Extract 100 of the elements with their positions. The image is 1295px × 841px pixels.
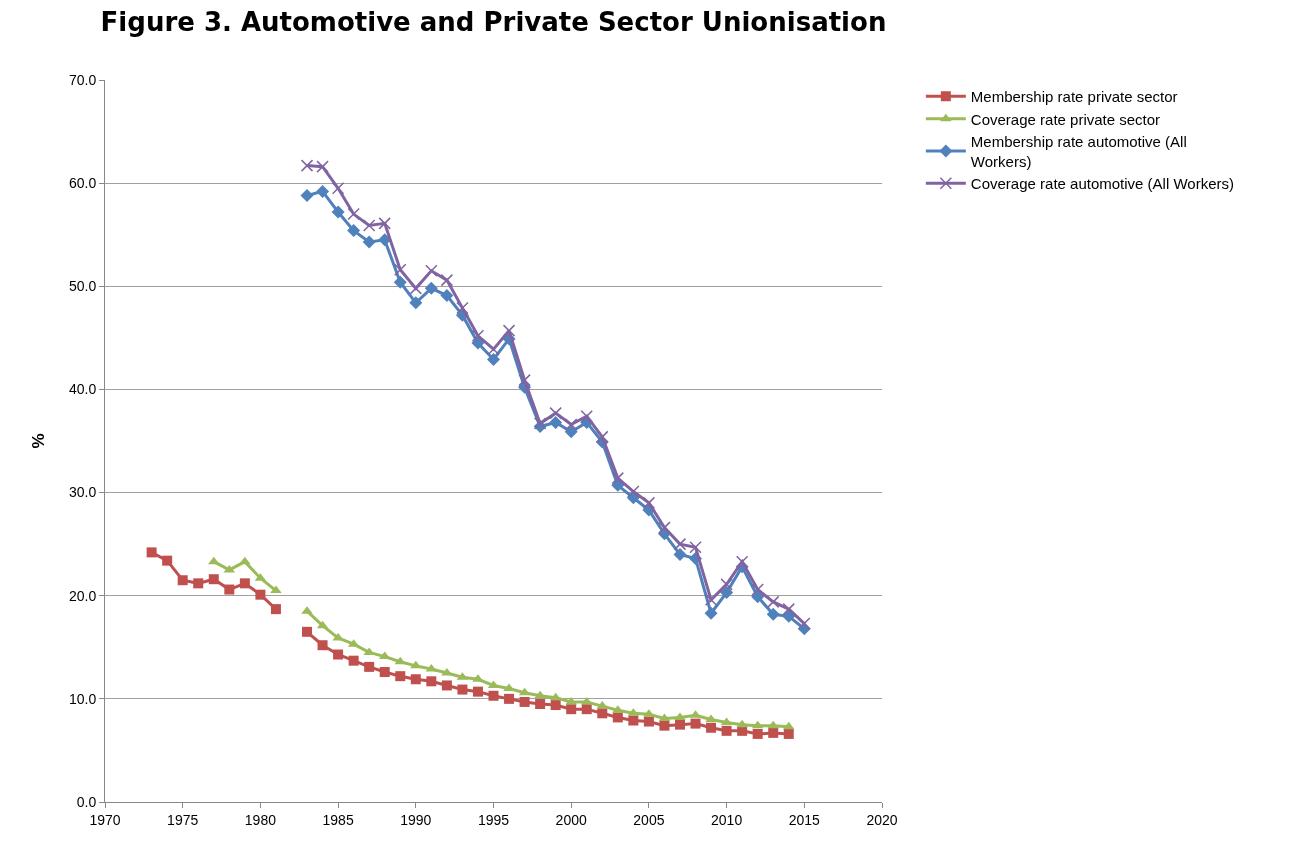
point <box>162 555 173 566</box>
point <box>487 353 500 367</box>
point <box>300 159 314 172</box>
point <box>270 585 282 594</box>
point <box>302 626 313 637</box>
x-tick-label: 1990 <box>400 811 432 828</box>
point <box>549 406 562 420</box>
point <box>580 410 593 423</box>
y-tick-label: 50.0 <box>68 278 97 295</box>
point <box>628 715 639 726</box>
x-tick-label: 2010 <box>711 811 743 828</box>
point <box>549 415 563 429</box>
y-axis-title: % <box>28 433 48 449</box>
point <box>441 680 452 691</box>
point <box>534 690 546 699</box>
point <box>704 606 718 620</box>
point <box>362 219 376 232</box>
point <box>720 578 733 591</box>
point <box>347 224 361 238</box>
x-tick-label: 2015 <box>788 811 821 828</box>
point <box>409 296 423 310</box>
point <box>689 540 702 554</box>
point <box>659 720 670 731</box>
point <box>706 722 717 733</box>
point <box>393 275 407 289</box>
legend-label: Membership rate automotive (All Workers) <box>970 133 1187 170</box>
y-tick-label: 70.0 <box>68 71 97 88</box>
point <box>535 699 546 710</box>
point <box>690 718 701 729</box>
point <box>721 725 732 736</box>
point <box>782 609 796 623</box>
x-tick-label: 1985 <box>322 811 354 828</box>
x-tick-label: 1970 <box>89 811 121 828</box>
point <box>502 324 516 337</box>
point <box>566 704 577 715</box>
x-tick-label: 2005 <box>633 811 665 828</box>
point <box>440 289 454 303</box>
point <box>488 690 499 701</box>
x-tick-label: 1995 <box>477 811 510 828</box>
point <box>704 593 718 607</box>
point <box>395 671 406 682</box>
y-tick-label: 40.0 <box>68 381 97 398</box>
point <box>410 660 422 669</box>
point <box>720 586 734 600</box>
point <box>596 430 609 444</box>
legend-label: Coverage rate private sector <box>970 110 1161 128</box>
point <box>564 425 578 439</box>
point <box>767 720 779 729</box>
point <box>736 719 748 728</box>
y-tick-label: 30.0 <box>68 484 97 501</box>
point <box>611 478 625 492</box>
x-tick-label: 2000 <box>555 811 587 828</box>
point <box>239 556 251 565</box>
point <box>456 301 469 315</box>
x-tick-label: 1975 <box>167 811 199 828</box>
point <box>424 281 438 295</box>
y-tick-label: 60.0 <box>68 175 97 192</box>
point <box>224 584 235 595</box>
point <box>768 727 779 738</box>
point <box>550 700 561 711</box>
point <box>146 547 157 558</box>
chart-title: Figure 3. Automotive and Private Sector Unionisation <box>100 6 887 37</box>
point <box>472 686 483 697</box>
point <box>581 704 592 715</box>
point <box>300 189 314 203</box>
point <box>347 207 360 221</box>
point <box>239 578 250 589</box>
point <box>643 716 654 727</box>
point <box>348 655 359 666</box>
point <box>208 574 219 585</box>
point <box>752 728 763 739</box>
point <box>798 617 811 630</box>
point <box>504 693 515 704</box>
point <box>457 684 468 695</box>
point <box>362 235 376 249</box>
y-tick-label: 0.0 <box>76 793 97 810</box>
point <box>533 417 547 430</box>
point <box>364 661 375 672</box>
point <box>673 547 687 561</box>
point <box>735 555 749 568</box>
x-tick-label: 2020 <box>866 811 898 828</box>
legend-label: Coverage rate automotive (All Workers) <box>970 175 1235 193</box>
point <box>674 719 685 730</box>
point <box>208 556 220 565</box>
point <box>597 708 608 719</box>
point <box>426 676 437 687</box>
point <box>471 329 485 343</box>
point <box>394 263 407 277</box>
x-tick-label: 1980 <box>244 811 277 828</box>
point <box>766 607 780 621</box>
y-tick-label: 10.0 <box>68 690 97 707</box>
point <box>737 725 748 736</box>
point <box>177 575 188 586</box>
point <box>316 160 329 173</box>
point <box>333 649 344 660</box>
point <box>410 674 421 685</box>
point <box>440 273 454 287</box>
point <box>783 728 794 739</box>
point <box>471 336 485 350</box>
point <box>270 604 281 615</box>
